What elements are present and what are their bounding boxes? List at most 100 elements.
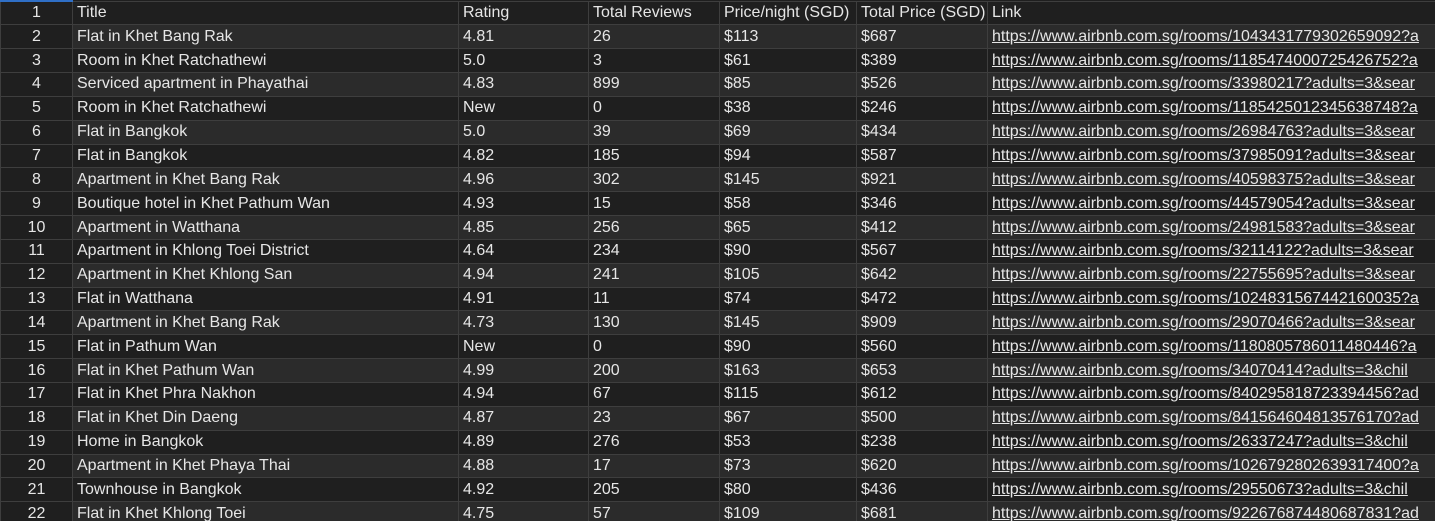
cell-total-price[interactable]: $246 <box>856 95 988 121</box>
cell-title[interactable]: Flat in Khet Phra Nakhon <box>72 382 459 407</box>
cell-price-night[interactable]: $94 <box>719 143 857 169</box>
cell-total-price[interactable]: $909 <box>856 310 988 336</box>
row-number[interactable]: 7 <box>0 143 73 169</box>
cell-total-reviews[interactable]: 26 <box>588 24 720 50</box>
cell-price-night[interactable]: $67 <box>719 405 857 431</box>
cell-link[interactable]: https://www.airbnb.com.sg/rooms/11854740… <box>987 48 1435 74</box>
cell-total-price[interactable]: $500 <box>856 405 988 431</box>
cell-total-reviews[interactable]: 241 <box>588 262 720 288</box>
cell-price-night[interactable]: $69 <box>719 119 857 145</box>
cell-link[interactable]: https://www.airbnb.com.sg/rooms/33980217… <box>987 72 1435 97</box>
cell-price-night[interactable]: $113 <box>719 24 857 50</box>
cell-price-night[interactable]: $90 <box>719 238 857 264</box>
cell-total-reviews[interactable]: 130 <box>588 310 720 336</box>
cell-rating[interactable]: 4.92 <box>458 477 589 503</box>
cell-rating[interactable]: 4.89 <box>458 429 589 455</box>
cell-link[interactable]: https://www.airbnb.com.sg/rooms/22755695… <box>987 262 1435 288</box>
row-number[interactable]: 20 <box>0 453 73 479</box>
cell-link[interactable]: https://www.airbnb.com.sg/rooms/10434317… <box>987 24 1435 50</box>
row-number[interactable]: 16 <box>0 358 73 383</box>
cell-total-price[interactable]: $612 <box>856 382 988 407</box>
cell-link[interactable]: https://www.airbnb.com.sg/rooms/10248315… <box>987 286 1435 312</box>
row-number[interactable]: 3 <box>0 48 73 74</box>
cell-price-night[interactable]: $74 <box>719 286 857 312</box>
cell-total-price[interactable]: $587 <box>856 143 988 169</box>
cell-rating[interactable]: 4.85 <box>458 215 589 240</box>
cell-link[interactable]: https://www.airbnb.com.sg/rooms/11808057… <box>987 334 1435 360</box>
header-cell-price-night[interactable]: Price/night (SGD) <box>719 0 857 26</box>
cell-total-price[interactable]: $687 <box>856 24 988 50</box>
cell-title[interactable]: Flat in Pathum Wan <box>72 334 459 360</box>
cell-title[interactable]: Boutique hotel in Khet Pathum Wan <box>72 191 459 217</box>
cell-total-reviews[interactable]: 11 <box>588 286 720 312</box>
cell-price-night[interactable]: $115 <box>719 382 857 407</box>
cell-title[interactable]: Apartment in Khet Khlong San <box>72 262 459 288</box>
row-number[interactable]: 18 <box>0 405 73 431</box>
cell-link[interactable]: https://www.airbnb.com.sg/rooms/11854250… <box>987 95 1435 121</box>
cell-total-reviews[interactable]: 57 <box>588 501 720 521</box>
header-cell-rating[interactable]: Rating <box>458 0 589 26</box>
cell-price-night[interactable]: $38 <box>719 95 857 121</box>
cell-total-reviews[interactable]: 302 <box>588 167 720 193</box>
cell-rating[interactable]: 4.94 <box>458 262 589 288</box>
cell-title[interactable]: Serviced apartment in Phayathai <box>72 72 459 97</box>
cell-total-price[interactable]: $238 <box>856 429 988 455</box>
cell-link[interactable]: https://www.airbnb.com.sg/rooms/32114122… <box>987 238 1435 264</box>
cell-total-price[interactable]: $346 <box>856 191 988 217</box>
cell-rating[interactable]: 4.96 <box>458 167 589 193</box>
row-number[interactable]: 9 <box>0 191 73 217</box>
row-number[interactable]: 4 <box>0 72 73 97</box>
cell-rating[interactable]: 4.88 <box>458 453 589 479</box>
cell-title[interactable]: Flat in Bangkok <box>72 119 459 145</box>
cell-rating[interactable]: New <box>458 95 589 121</box>
cell-link[interactable]: https://www.airbnb.com.sg/rooms/24981583… <box>987 215 1435 240</box>
row-number[interactable]: 12 <box>0 262 73 288</box>
cell-price-night[interactable]: $145 <box>719 167 857 193</box>
row-number[interactable]: 6 <box>0 119 73 145</box>
row-number[interactable]: 2 <box>0 24 73 50</box>
cell-price-night[interactable]: $65 <box>719 215 857 240</box>
cell-total-reviews[interactable]: 17 <box>588 453 720 479</box>
cell-title[interactable]: Flat in Khet Din Daeng <box>72 405 459 431</box>
row-number[interactable]: 15 <box>0 334 73 360</box>
row-number[interactable]: 22 <box>0 501 73 521</box>
cell-title[interactable]: Apartment in Khlong Toei District <box>72 238 459 264</box>
row-number[interactable]: 5 <box>0 95 73 121</box>
cell-price-night[interactable]: $80 <box>719 477 857 503</box>
cell-link[interactable]: https://www.airbnb.com.sg/rooms/44579054… <box>987 191 1435 217</box>
cell-price-night[interactable]: $53 <box>719 429 857 455</box>
cell-price-night[interactable]: $105 <box>719 262 857 288</box>
cell-title[interactable]: Flat in Khet Bang Rak <box>72 24 459 50</box>
cell-rating[interactable]: 4.87 <box>458 405 589 431</box>
cell-rating[interactable]: New <box>458 334 589 360</box>
cell-link[interactable]: https://www.airbnb.com.sg/rooms/84156460… <box>987 405 1435 431</box>
cell-title[interactable]: Flat in Khet Pathum Wan <box>72 358 459 383</box>
cell-total-price[interactable]: $412 <box>856 215 988 240</box>
row-number[interactable]: 19 <box>0 429 73 455</box>
cell-title[interactable]: Apartment in Khet Phaya Thai <box>72 453 459 479</box>
cell-title[interactable]: Apartment in Khet Bang Rak <box>72 310 459 336</box>
cell-link[interactable]: https://www.airbnb.com.sg/rooms/37985091… <box>987 143 1435 169</box>
cell-title[interactable]: Flat in Khet Khlong Toei <box>72 501 459 521</box>
cell-link[interactable]: https://www.airbnb.com.sg/rooms/84029581… <box>987 382 1435 407</box>
cell-rating[interactable]: 4.73 <box>458 310 589 336</box>
cell-total-reviews[interactable]: 3 <box>588 48 720 74</box>
cell-total-price[interactable]: $389 <box>856 48 988 74</box>
cell-total-reviews[interactable]: 200 <box>588 358 720 383</box>
row-number[interactable]: 13 <box>0 286 73 312</box>
cell-total-reviews[interactable]: 234 <box>588 238 720 264</box>
cell-title[interactable]: Apartment in Watthana <box>72 215 459 240</box>
row-number[interactable]: 10 <box>0 215 73 240</box>
cell-rating[interactable]: 4.75 <box>458 501 589 521</box>
cell-price-night[interactable]: $163 <box>719 358 857 383</box>
cell-rating[interactable]: 4.64 <box>458 238 589 264</box>
cell-total-price[interactable]: $526 <box>856 72 988 97</box>
cell-title[interactable]: Townhouse in Bangkok <box>72 477 459 503</box>
cell-rating[interactable]: 5.0 <box>458 119 589 145</box>
cell-total-price[interactable]: $560 <box>856 334 988 360</box>
cell-total-reviews[interactable]: 39 <box>588 119 720 145</box>
row-number[interactable]: 11 <box>0 238 73 264</box>
cell-total-price[interactable]: $681 <box>856 501 988 521</box>
cell-total-reviews[interactable]: 276 <box>588 429 720 455</box>
cell-link[interactable]: https://www.airbnb.com.sg/rooms/40598375… <box>987 167 1435 193</box>
